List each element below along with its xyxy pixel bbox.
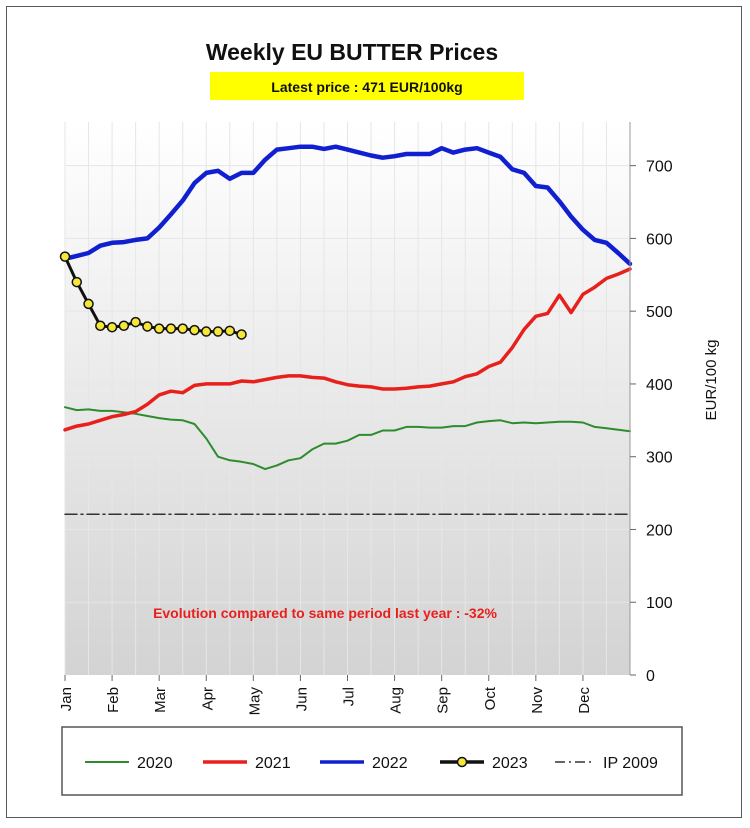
axes: 0 100 200 300 400 500 600 700 Jan Feb Mar Apr May Jun… [58, 122, 673, 715]
series-point-2023 [236, 329, 247, 340]
x-tick-label: Dec [576, 687, 593, 714]
chart-title: Weekly EU BUTTER Prices [206, 39, 498, 65]
legend-label: IP 2009 [603, 755, 658, 772]
series-line-2020 [64, 406, 631, 471]
x-tick-label: Jul [341, 687, 358, 706]
x-tick-label: Nov [529, 687, 546, 714]
legend-label: 2020 [137, 755, 173, 772]
x-tick-label: Apr [199, 687, 216, 710]
series-point-2023 [201, 326, 212, 337]
series-point-2023 [165, 323, 177, 334]
y-tick-label: 500 [646, 304, 673, 321]
x-tick-label: Sep [435, 687, 452, 714]
y-tick-label: 200 [646, 522, 673, 539]
series-point-2023 [130, 316, 141, 328]
series-point-2023 [118, 320, 130, 331]
series-point-2023 [177, 323, 188, 334]
series-layer [59, 144, 633, 515]
x-tick-label: Aug [388, 687, 405, 714]
x-tick-label: Jun [293, 687, 310, 711]
legend-label: 2023 [492, 755, 528, 772]
series-point-2023 [189, 324, 200, 336]
series-point-2023 [95, 320, 106, 331]
legend-label: 2022 [372, 755, 408, 772]
y-tick-label: 400 [646, 377, 673, 394]
y-tick-label: 700 [646, 159, 673, 176]
series-point-2023 [106, 321, 118, 333]
x-tick-label: Jan [58, 687, 75, 711]
x-tick-label: Oct [482, 686, 499, 710]
series-line-2022 [62, 144, 633, 267]
series-line-2021 [63, 267, 632, 432]
x-tick-label: Mar [152, 687, 169, 713]
latest-price-badge [210, 72, 524, 100]
y-tick-label: 300 [646, 450, 673, 467]
series-point-2023 [153, 323, 165, 334]
series-point-2023 [142, 321, 153, 332]
yoy-evolution-note: Evolution compared to same period last y… [153, 605, 497, 621]
series-point-2023 [71, 276, 83, 288]
legend-box [61, 726, 683, 796]
x-tick-label: May [246, 687, 263, 716]
legend: 2020 2021 2022 2023 IP 2009 [85, 755, 658, 772]
legend-label: 2021 [255, 755, 291, 772]
latest-price-text: Latest price : 471 EUR/100kg [271, 79, 462, 95]
y-tick-label: 600 [646, 231, 673, 248]
legend-marker-2023 [456, 756, 468, 768]
series-point-2023 [59, 251, 71, 262]
y-tick-label: 0 [646, 668, 655, 685]
series-point-2023 [83, 298, 94, 310]
x-tick-label: Feb [105, 687, 122, 713]
y-axis-label: EUR/100 kg [703, 340, 720, 421]
series-line-2023 [63, 255, 244, 336]
series-point-2023 [212, 326, 224, 337]
y-tick-label: 100 [646, 595, 673, 612]
series-point-2023 [224, 325, 236, 337]
